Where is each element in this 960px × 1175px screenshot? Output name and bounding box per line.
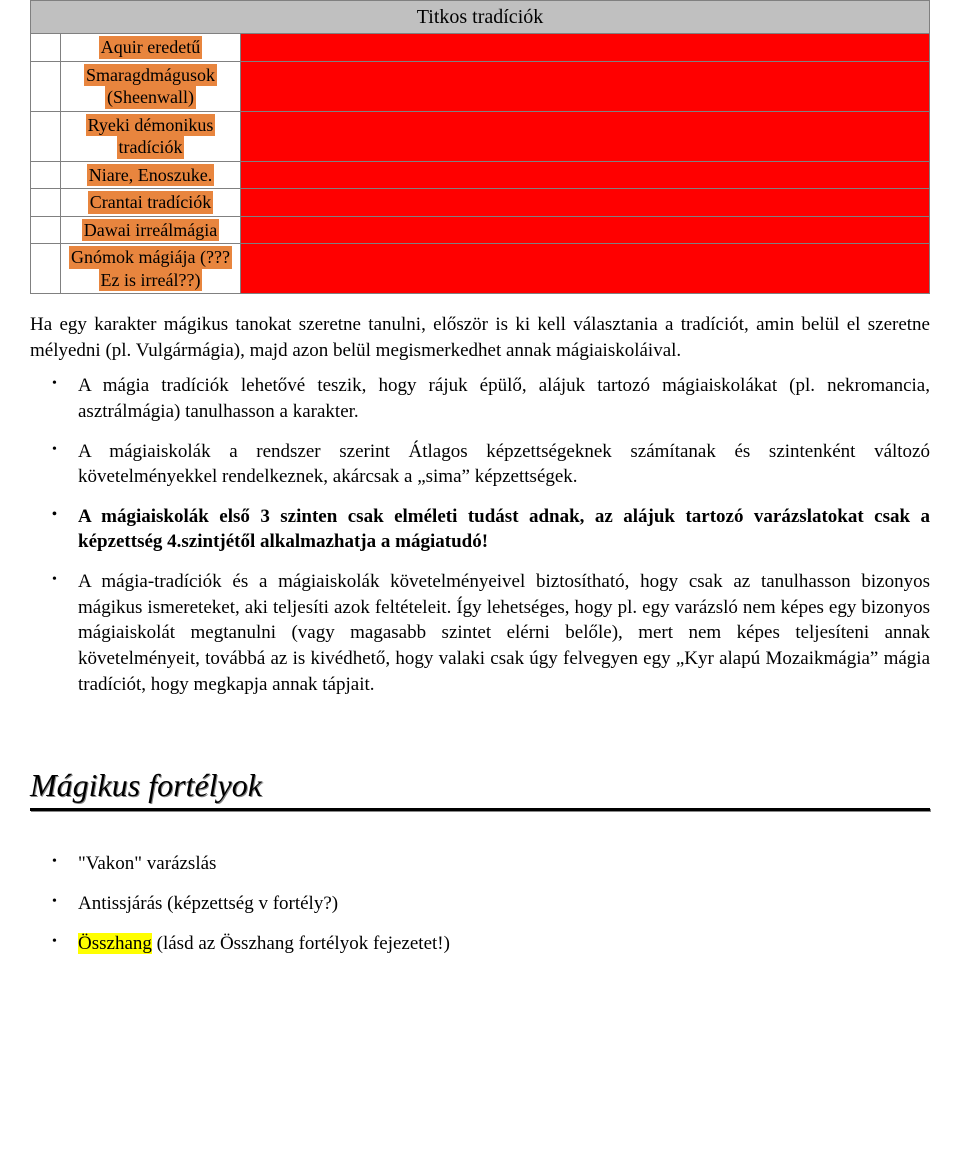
row-label-cell: Gnómok mágiája (???Ez is irreál??) bbox=[61, 244, 241, 294]
list-item-text: (lásd az Összhang fortélyok fejezetet!) bbox=[152, 933, 450, 954]
row-index-cell bbox=[31, 34, 61, 62]
list-item: Antissjárás (képzettség v fortély?) bbox=[30, 891, 930, 917]
intro-paragraph-block: Ha egy karakter mágikus tanokat szeretne… bbox=[30, 312, 930, 697]
table-title-row: Titkos tradíciók bbox=[31, 1, 930, 34]
row-index-cell bbox=[31, 61, 61, 111]
row-label-line: Gnómok mágiája (??? bbox=[69, 246, 232, 269]
row-index-cell bbox=[31, 189, 61, 217]
list-item-text: A mágia-tradíciók és a mágiaiskolák köve… bbox=[78, 571, 930, 695]
row-red-cell bbox=[241, 61, 930, 111]
list-item-text: Antissjárás (képzettség v fortély?) bbox=[78, 893, 338, 914]
table-row: Crantai tradíciók bbox=[31, 189, 930, 217]
row-label-cell: Aquir eredetű bbox=[61, 34, 241, 62]
intro-paragraph: Ha egy karakter mágikus tanokat szeretne… bbox=[30, 312, 930, 363]
row-label-line: Ez is irreál??) bbox=[99, 269, 203, 292]
table-row: Ryeki démonikustradíciók bbox=[31, 111, 930, 161]
main-bullet-list: A mágia tradíciók lehetővé teszik, hogy … bbox=[30, 373, 930, 697]
traditions-table: Titkos tradíciók Aquir eredetűSmaragdmág… bbox=[30, 0, 930, 294]
row-red-cell bbox=[241, 189, 930, 217]
table-row: Dawai irreálmágia bbox=[31, 216, 930, 244]
table-row: Niare, Enoszuke. bbox=[31, 161, 930, 189]
table-row: Gnómok mágiája (???Ez is irreál??) bbox=[31, 244, 930, 294]
row-label-line: Smaragdmágusok bbox=[84, 64, 217, 87]
row-red-cell bbox=[241, 216, 930, 244]
row-index-cell bbox=[31, 111, 61, 161]
row-label-line: Niare, Enoszuke. bbox=[87, 164, 214, 187]
section-heading-block: Mágikus fortélyok bbox=[30, 767, 930, 811]
table-title: Titkos tradíciók bbox=[31, 1, 930, 34]
row-red-cell bbox=[241, 161, 930, 189]
section-heading: Mágikus fortélyok bbox=[30, 767, 930, 806]
row-label-line: Crantai tradíciók bbox=[88, 191, 213, 214]
list-item: A mágiaiskolák a rendszer szerint Átlago… bbox=[30, 439, 930, 490]
row-red-cell bbox=[241, 111, 930, 161]
row-index-cell bbox=[31, 244, 61, 294]
list-item: Összhang (lásd az Összhang fortélyok fej… bbox=[30, 931, 930, 957]
row-label-line: (Sheenwall) bbox=[105, 86, 196, 109]
row-label-cell: Ryeki démonikustradíciók bbox=[61, 111, 241, 161]
row-red-cell bbox=[241, 34, 930, 62]
list-item-text: A mágia tradíciók lehetővé teszik, hogy … bbox=[78, 375, 930, 422]
list-item: "Vakon" varázslás bbox=[30, 851, 930, 877]
row-label-line: Dawai irreálmágia bbox=[82, 219, 219, 242]
list-item: A mágia tradíciók lehetővé teszik, hogy … bbox=[30, 373, 930, 424]
list-item: A mágia-tradíciók és a mágiaiskolák köve… bbox=[30, 569, 930, 697]
row-index-cell bbox=[31, 216, 61, 244]
row-label-line: Ryeki démonikus bbox=[86, 114, 216, 137]
page-root: Titkos tradíciók Aquir eredetűSmaragdmág… bbox=[0, 0, 960, 1010]
row-label-cell: Niare, Enoszuke. bbox=[61, 161, 241, 189]
highlighted-term: Összhang bbox=[78, 933, 152, 954]
row-label-line: Aquir eredetű bbox=[99, 36, 202, 59]
list-item-text: A mágiaiskolák a rendszer szerint Átlago… bbox=[78, 441, 930, 488]
list-item: A mágiaiskolák első 3 szinten csak elmél… bbox=[30, 504, 930, 555]
row-label-cell: Dawai irreálmágia bbox=[61, 216, 241, 244]
second-bullet-list: "Vakon" varázslás Antissjárás (képzettsé… bbox=[30, 851, 930, 956]
list-item-text: "Vakon" varázslás bbox=[78, 853, 216, 874]
row-red-cell bbox=[241, 244, 930, 294]
row-index-cell bbox=[31, 161, 61, 189]
row-label-line: tradíciók bbox=[117, 136, 185, 159]
section-rule bbox=[30, 808, 930, 811]
row-label-cell: Crantai tradíciók bbox=[61, 189, 241, 217]
table-row: Smaragdmágusok(Sheenwall) bbox=[31, 61, 930, 111]
table-row: Aquir eredetű bbox=[31, 34, 930, 62]
list-item-text: A mágiaiskolák első 3 szinten csak elmél… bbox=[78, 506, 930, 553]
row-label-cell: Smaragdmágusok(Sheenwall) bbox=[61, 61, 241, 111]
